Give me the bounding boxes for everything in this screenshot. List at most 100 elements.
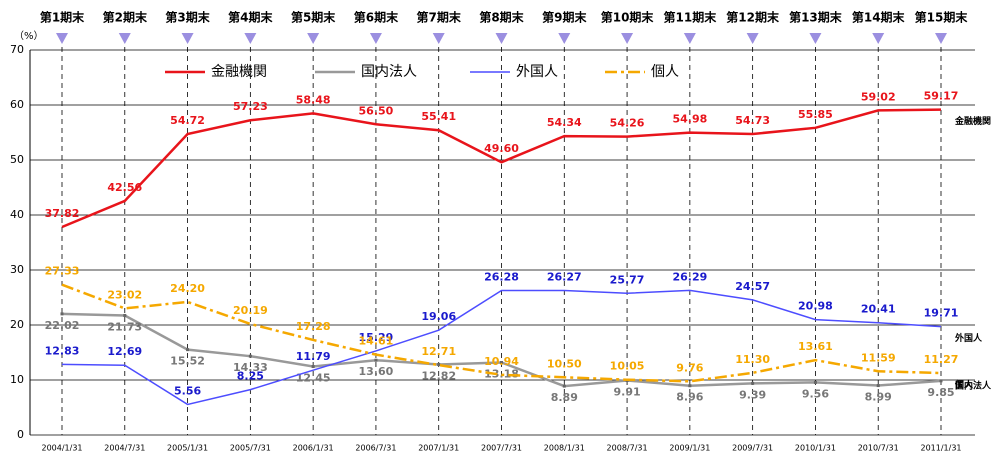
point-marker (374, 358, 378, 362)
data-label: 25.77 (610, 273, 645, 286)
period-label: 第7期末 (417, 10, 462, 25)
point-marker (688, 384, 692, 388)
point-marker (500, 361, 503, 365)
point-marker (311, 365, 315, 369)
data-label: 26.29 (672, 270, 707, 283)
end-label: 個人 (954, 379, 974, 391)
y-tick-label: 70 (10, 43, 24, 56)
x-tick-label: 2005/1/31 (167, 444, 208, 453)
data-label: 42.56 (107, 181, 142, 194)
period-marker (683, 33, 696, 44)
period-label: 第15期末 (915, 10, 969, 25)
x-tick-label: 2009/1/31 (669, 444, 710, 453)
x-tick-label: 2010/1/31 (795, 444, 836, 453)
data-label: 10.94 (484, 355, 519, 368)
data-label: 58.48 (296, 93, 331, 106)
data-label: 8.89 (551, 391, 578, 404)
data-label: 59.02 (861, 90, 896, 103)
data-label: 17.28 (296, 320, 331, 333)
series-line (61, 289, 942, 406)
data-label: 9.85 (927, 386, 954, 399)
point-marker (60, 312, 64, 316)
y-tick-label: 60 (10, 98, 24, 111)
data-label: 11.30 (735, 353, 770, 366)
data-label: 37.82 (45, 207, 80, 220)
data-label: 14.33 (233, 361, 268, 374)
period-marker (307, 33, 320, 44)
series-line (61, 108, 942, 229)
data-label: 9.91 (614, 385, 641, 398)
data-label: 59.17 (924, 90, 959, 103)
y-tick-label: 40 (10, 208, 24, 221)
data-label: 9.56 (802, 387, 829, 400)
data-label: 49.60 (484, 142, 519, 155)
data-label: 13.60 (359, 365, 394, 378)
period-label: 第11期末 (664, 10, 718, 25)
data-label: 26.27 (547, 271, 582, 284)
data-label: 14.61 (359, 335, 394, 348)
period-marker (244, 33, 257, 44)
y-tick-label: 0 (17, 428, 24, 441)
x-tick-label: 2008/7/31 (607, 444, 648, 453)
data-label: 8.99 (865, 391, 892, 404)
data-label: 57.23 (233, 100, 268, 113)
x-tick-label: 2005/7/31 (230, 444, 271, 453)
x-tick-label: 2004/1/31 (41, 444, 82, 453)
point-marker (123, 313, 127, 317)
data-label: 10.50 (547, 357, 582, 370)
period-marker (56, 33, 68, 44)
x-tick-label: 2008/1/31 (544, 444, 585, 453)
data-label: 19.06 (421, 310, 456, 323)
data-label: 9.76 (676, 361, 703, 374)
period-marker (558, 33, 571, 44)
data-label: 5.56 (174, 384, 201, 397)
data-label: 55.41 (421, 110, 456, 123)
period-label: 第6期末 (354, 10, 399, 25)
data-label: 12.69 (107, 345, 142, 358)
data-label: 21.73 (107, 320, 142, 333)
x-tick-label: 2007/7/31 (481, 444, 522, 453)
period-label: 第4期末 (228, 10, 273, 25)
x-tick-label: 2010/7/31 (858, 444, 899, 453)
x-tick-label: 2007/1/31 (418, 444, 459, 453)
point-marker (813, 380, 817, 384)
end-label: 国内法人 (955, 379, 992, 391)
data-label: 24.20 (170, 282, 205, 295)
series-line (61, 283, 942, 383)
data-label: 20.98 (798, 300, 833, 313)
y-tick-label: 10 (10, 373, 24, 386)
data-label: 54.34 (547, 116, 582, 129)
period-marker (621, 33, 634, 44)
period-label: 第8期末 (479, 10, 524, 25)
period-marker (369, 33, 382, 44)
data-label: 8.25 (237, 370, 264, 383)
point-marker (437, 362, 441, 366)
data-label: 13.61 (798, 340, 833, 353)
end-label: 金融機関 (954, 115, 991, 127)
period-label: 第14期末 (852, 10, 906, 25)
period-label: 第5期末 (291, 10, 336, 25)
data-label: 20.41 (861, 303, 896, 316)
data-label: 56.50 (359, 104, 394, 117)
end-label: 外国人 (954, 332, 983, 344)
x-tick-label: 2009/7/31 (732, 444, 773, 453)
data-label: 12.82 (421, 369, 456, 382)
period-label: 第3期末 (165, 10, 210, 25)
period-label: 第2期末 (103, 10, 148, 25)
data-label: 9.39 (739, 388, 766, 401)
data-label: 8.96 (676, 391, 703, 404)
data-label: 12.83 (45, 344, 80, 357)
data-label: 19.71 (924, 307, 959, 320)
x-tick-label: 2006/1/31 (293, 444, 334, 453)
data-label: 11.79 (296, 350, 331, 363)
data-label: 15.52 (170, 355, 205, 368)
y-tick-label: 50 (10, 153, 24, 166)
period-marker (935, 33, 947, 44)
legend-label: 個人 (651, 64, 679, 80)
data-label: 22.02 (45, 319, 80, 332)
period-marker (872, 33, 885, 44)
data-label: 27.33 (45, 265, 80, 278)
legend-label: 金融機関 (211, 64, 267, 80)
period-label: 第12期末 (726, 10, 780, 25)
